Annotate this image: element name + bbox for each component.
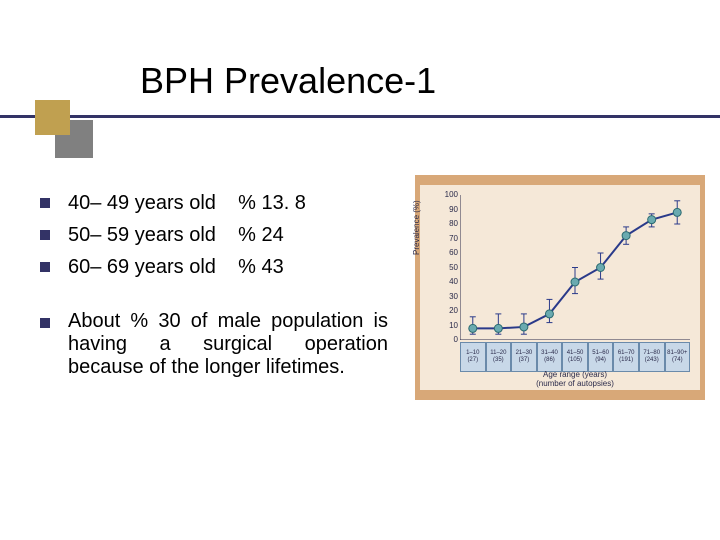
chart-ytick: 40 — [442, 277, 458, 286]
bullet-text: 60– 69 years old % 43 — [68, 254, 284, 280]
bullet-text: 40– 49 years old % 13. 8 — [68, 190, 306, 216]
chart-ytick: 20 — [442, 306, 458, 315]
chart-ytick: 10 — [442, 321, 458, 330]
chart-ylabel: Prevalence (%) — [412, 200, 421, 255]
content-area: 40– 49 years old % 13. 8 50– 59 years ol… — [40, 190, 400, 379]
bullet-text: 50– 59 years old % 24 — [68, 222, 284, 248]
bullet-icon — [40, 318, 50, 328]
chart-ytick: 90 — [442, 205, 458, 214]
chart-ytick: 100 — [442, 190, 458, 199]
xaxis-label-line: Age range (years) — [543, 370, 607, 379]
page-title: BPH Prevalence-1 — [140, 60, 436, 102]
chart-ytick: 0 — [442, 335, 458, 344]
chart-xaxis: 1–10(27)11–20(35)21–30(37)31–40(86)41–50… — [460, 342, 690, 372]
bullet-icon — [40, 262, 50, 272]
bullet-icon — [40, 230, 50, 240]
chart-ytick: 50 — [442, 263, 458, 272]
title-underline — [0, 115, 720, 118]
paragraph-row: About % 30 of male population is having … — [40, 310, 400, 379]
chart-ytick: 30 — [442, 292, 458, 301]
chart-xaxis-cell: 81–90+(74) — [665, 342, 691, 372]
chart-xaxis-label: Age range (years) (number of autopsies) — [460, 370, 690, 388]
chart-ytick: 70 — [442, 234, 458, 243]
chart-xaxis-cell: 71–80(243) — [639, 342, 665, 372]
bullet-row: 50– 59 years old % 24 — [40, 222, 400, 248]
chart-plot-area — [460, 195, 690, 340]
chart-xaxis-cell: 11–20(35) — [486, 342, 512, 372]
bullet-row: 40– 49 years old % 13. 8 — [40, 190, 400, 216]
bullet-row: 60– 69 years old % 43 — [40, 254, 400, 280]
chart-xaxis-cell: 31–40(86) — [537, 342, 563, 372]
bullet-icon — [40, 198, 50, 208]
xaxis-label-line: (number of autopsies) — [536, 379, 614, 388]
chart-xaxis-cell: 21–30(37) — [511, 342, 537, 372]
prevalence-chart: Prevalence (%) 0 10 20 30 40 50 60 70 80 90 100 1–… — [415, 175, 705, 425]
chart-xaxis-cell: 61–70(191) — [613, 342, 639, 372]
paragraph-text: About % 30 of male population is having … — [68, 310, 388, 379]
chart-ytick: 60 — [442, 248, 458, 257]
chart-inner-bg: Prevalence (%) 0102030405060708090100 1–… — [420, 185, 700, 390]
title-area: BPH Prevalence-1 — [0, 60, 720, 140]
chart-xaxis-cell: 51–60(94) — [588, 342, 614, 372]
chart-xaxis-cell: 1–10(27) — [460, 342, 486, 372]
chart-xaxis-cell: 41–50(105) — [562, 342, 588, 372]
decor-square-gold — [35, 100, 70, 135]
chart-svg — [460, 195, 690, 340]
chart-ytick: 80 — [442, 219, 458, 228]
